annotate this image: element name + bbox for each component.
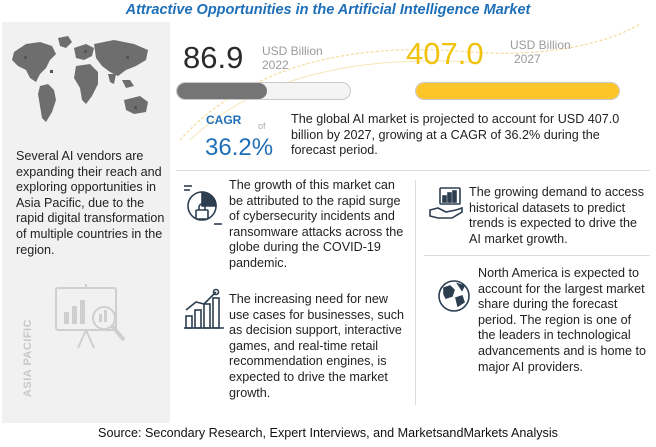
cagr-label: CAGR (206, 113, 242, 127)
progress-bar-2022 (176, 82, 351, 100)
market-value-2022: 86.9 (183, 40, 244, 75)
driver-text-use-cases: The increasing need for new use cases fo… (229, 292, 405, 400)
side-label: ASIA PACIFIC (22, 318, 34, 398)
divider (424, 255, 650, 256)
analysis-board-icon (55, 284, 126, 349)
progress-fill-2022 (177, 83, 267, 99)
year-label: 2022 (262, 58, 289, 72)
driver-text-cybersecurity: The growth of this market can be attribu… (229, 178, 404, 270)
source-note: Source: Secondary Research, Expert Inter… (98, 426, 558, 440)
market-unit-2027: USD Billion 2027 (510, 38, 571, 66)
decorative-arc (179, 23, 641, 141)
cybersecurity-icon (184, 185, 222, 225)
divider (176, 170, 650, 171)
cagr-value: 36.2% (205, 134, 274, 161)
world-map-icon (12, 36, 148, 122)
unit-label: USD Billion (510, 38, 571, 52)
cagr-of: of (258, 121, 266, 131)
progress-fill-2027 (416, 83, 619, 99)
progress-bar-2027 (415, 82, 620, 100)
divider (415, 180, 416, 405)
asia-pacific-description: Several AI vendors are expanding their r… (16, 149, 165, 257)
growth-chart-icon (184, 288, 224, 329)
globe-icon (438, 280, 470, 312)
market-unit-2022: USD Billion 2022 (262, 44, 323, 72)
page-title: Attractive Opportunities in the Artifici… (125, 2, 531, 18)
asia-pacific-panel: Several AI vendors are expanding their r… (2, 22, 170, 423)
data-hand-icon (429, 187, 463, 219)
year-label: 2027 (514, 52, 541, 66)
market-value-2027: 407.0 (406, 36, 484, 71)
unit-label: USD Billion (262, 44, 323, 58)
driver-text-historical-data: The growing demand to access historical … (469, 185, 645, 246)
cagr-description: The global AI market is projected to acc… (291, 112, 620, 158)
driver-text-north-america: North America is expected to account for… (478, 266, 647, 374)
